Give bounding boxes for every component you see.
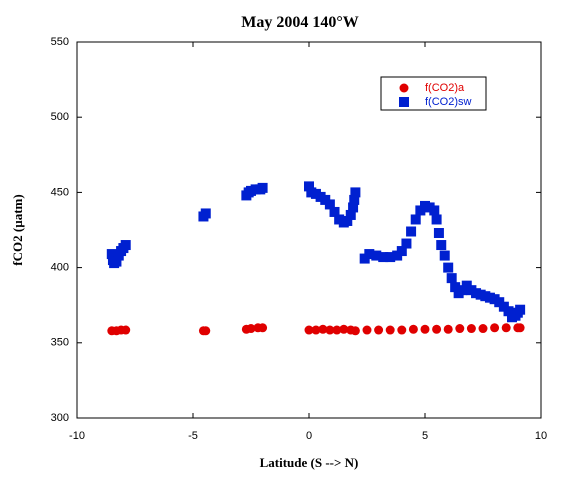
data-point — [371, 250, 382, 261]
data-point — [349, 194, 360, 205]
x-tick-label: -10 — [69, 430, 85, 442]
data-point — [466, 324, 476, 334]
y-axis-label: fCO2 (µatm) — [10, 194, 25, 265]
data-point — [342, 215, 353, 226]
data-point — [304, 181, 314, 192]
y-tick-label: 400 — [51, 262, 69, 274]
legend-box — [380, 76, 487, 111]
data-point — [443, 262, 454, 273]
data-point — [397, 325, 407, 335]
chart-title: May 2004 140°W — [241, 14, 359, 31]
data-point — [318, 324, 328, 334]
y-tick-label: 300 — [51, 412, 69, 424]
data-point — [258, 323, 268, 333]
data-point — [490, 323, 500, 333]
data-point — [304, 325, 314, 335]
x-tick-label: 0 — [306, 430, 312, 442]
y-tick-label: 350 — [51, 337, 69, 349]
data-point — [515, 323, 525, 333]
data-point — [503, 306, 514, 317]
x-axis-label: Latitude (S --> N) — [260, 455, 359, 470]
data-point — [436, 240, 447, 251]
data-point — [362, 325, 372, 335]
data-point — [385, 252, 396, 263]
data-point — [246, 324, 256, 334]
data-point — [429, 205, 440, 216]
legend-marker — [399, 83, 409, 93]
data-point — [111, 256, 122, 267]
legend-label: f(CO2)sw — [425, 96, 472, 108]
data-point — [201, 326, 211, 336]
data-point — [433, 228, 444, 239]
data-point — [408, 324, 418, 334]
data-point — [501, 323, 511, 333]
data-point — [106, 249, 117, 260]
data-point — [410, 214, 421, 225]
data-point — [120, 240, 131, 251]
x-tick-label: -5 — [188, 430, 198, 442]
data-point — [420, 324, 430, 334]
x-tick-label: 5 — [422, 430, 428, 442]
data-point — [478, 324, 488, 334]
legend-label: f(CO2)a — [425, 82, 465, 94]
data-point — [439, 250, 450, 261]
data-point — [345, 209, 356, 220]
data-point — [348, 202, 359, 213]
data-point — [374, 325, 384, 335]
data-point — [364, 249, 375, 260]
data-point — [350, 326, 360, 336]
data-point — [432, 324, 442, 334]
data-point — [311, 325, 321, 335]
data-point — [324, 199, 335, 210]
legend-marker — [399, 97, 409, 107]
data-point — [396, 246, 407, 257]
data-point — [332, 325, 342, 335]
data-point — [431, 214, 442, 225]
data-point — [446, 273, 457, 284]
data-point — [378, 252, 389, 263]
x-tick-label: 10 — [535, 430, 547, 442]
data-point — [406, 226, 417, 237]
data-point — [200, 208, 211, 219]
data-point — [455, 324, 465, 334]
y-tick-label: 550 — [51, 36, 69, 48]
data-point — [257, 182, 268, 193]
data-point — [121, 325, 131, 335]
data-point — [443, 324, 453, 334]
data-point — [385, 325, 395, 335]
y-tick-label: 500 — [51, 111, 69, 123]
data-point — [350, 187, 361, 198]
data-point — [339, 324, 349, 334]
data-point — [325, 325, 335, 335]
y-tick-label: 450 — [51, 186, 69, 198]
data-point — [450, 282, 461, 293]
data-point — [329, 206, 340, 217]
data-point — [401, 238, 412, 249]
data-point — [515, 304, 526, 315]
